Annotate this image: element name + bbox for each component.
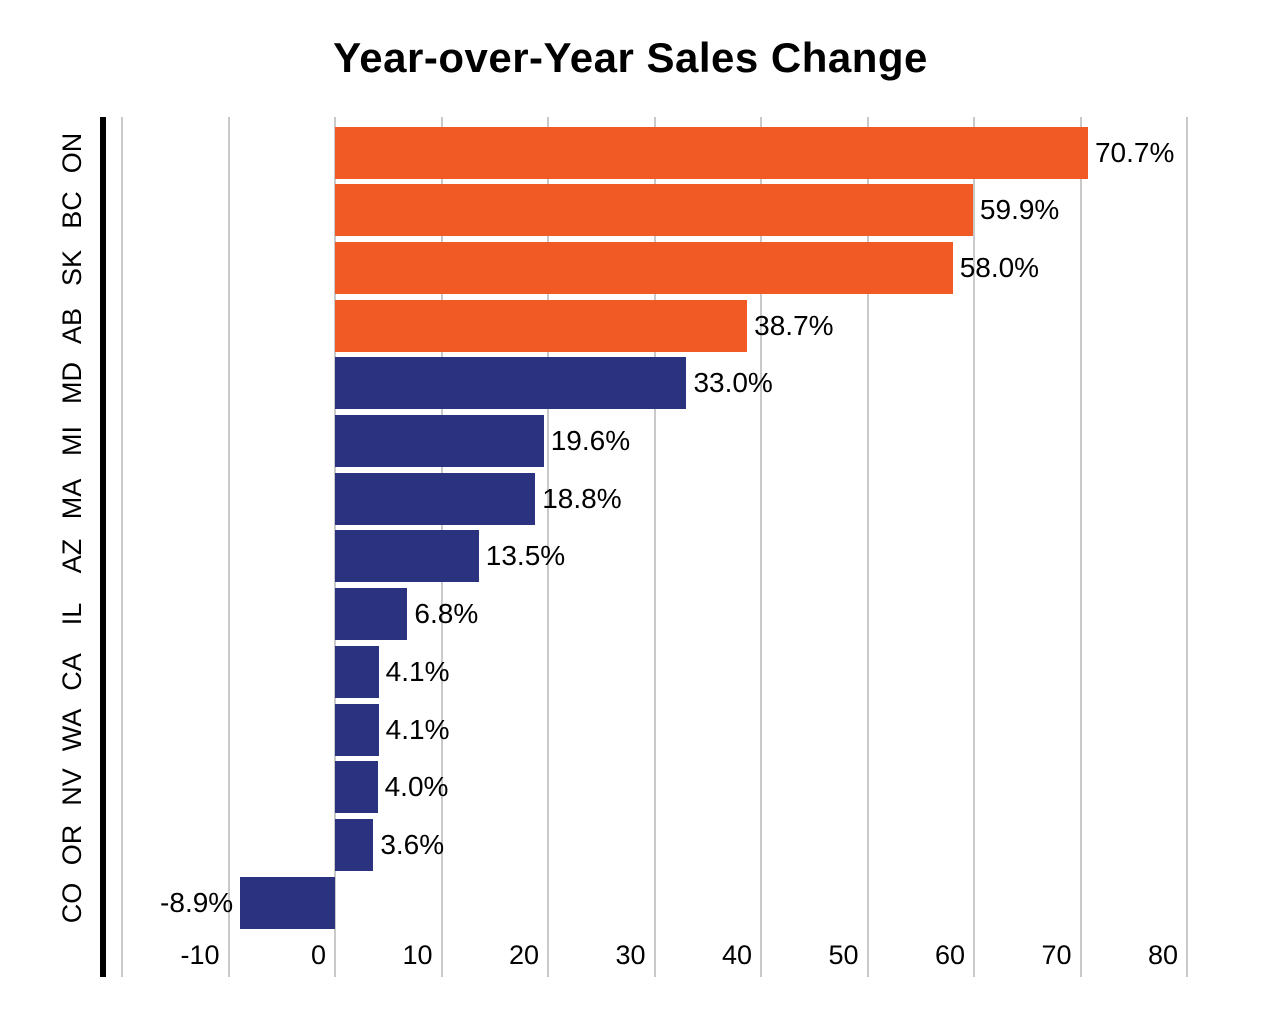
bar-value-label: 33.0%: [693, 367, 773, 399]
bar: [335, 703, 379, 756]
bar-value-label: -8.9%: [160, 886, 234, 918]
bar-value-label: 19.6%: [550, 425, 631, 456]
bar: [335, 588, 408, 641]
bar: [335, 184, 973, 237]
y-axis-line: [100, 117, 106, 977]
bar-value-label: 58.0%: [959, 251, 1040, 283]
x-tick-label: 30: [615, 940, 646, 970]
bar: [335, 530, 479, 583]
gridline: [866, 117, 869, 977]
bar: [335, 645, 379, 698]
bar: [240, 876, 335, 929]
gridline: [653, 117, 656, 977]
gridline: [1079, 117, 1082, 977]
bar: [335, 761, 378, 814]
y-category-label: CO: [57, 882, 87, 923]
bar: [335, 415, 544, 467]
x-tick-label: 10: [402, 940, 433, 970]
bar: [335, 818, 374, 871]
gridline: [1186, 117, 1188, 977]
bar-value-label: 38.7%: [754, 309, 834, 341]
x-tick-label: 80: [1147, 940, 1178, 970]
gridline: [121, 117, 123, 977]
gridline: [973, 117, 975, 977]
x-tick-label: -10: [180, 940, 220, 970]
x-tick-label: 40: [721, 940, 752, 970]
gridline: [547, 117, 549, 977]
x-tick-label: 0: [310, 940, 326, 970]
bar-value-label: 4.1%: [385, 655, 450, 687]
bar-value-label: 3.6%: [380, 828, 445, 860]
x-tick-label: 50: [828, 940, 859, 970]
gridline: [227, 117, 230, 977]
bar-value-label: 59.9%: [979, 194, 1060, 226]
bar-value-label: 4.1%: [385, 713, 450, 745]
bar: [335, 299, 748, 352]
gridline: [760, 117, 762, 977]
chart-title: Year-over-Year Sales Change: [333, 34, 928, 81]
bar-value-label: 70.7%: [1094, 136, 1175, 168]
bar-value-label: 13.5%: [485, 540, 566, 572]
x-tick-label: 60: [934, 940, 965, 970]
x-tick-label: 70: [1041, 940, 1072, 970]
bar-value-label: 6.8%: [414, 598, 479, 630]
bar: [335, 357, 687, 410]
bar-value-label: 18.8%: [542, 482, 622, 514]
bar: [335, 241, 953, 294]
bar: [335, 126, 1088, 179]
bar-value-label: 4.0%: [384, 771, 449, 803]
x-tick-label: 20: [508, 940, 539, 970]
bar: [335, 472, 536, 525]
